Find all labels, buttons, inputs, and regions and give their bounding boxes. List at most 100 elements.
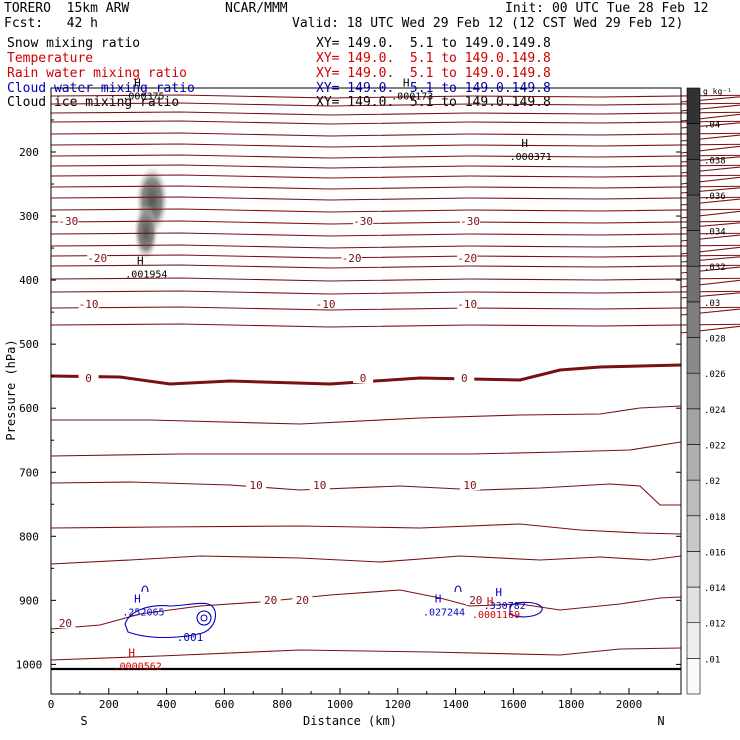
isotherm-label: -10 (457, 298, 477, 311)
colorbar-tick-label: .016 (704, 548, 726, 558)
isotherm-4 (50, 132, 740, 142)
isotherm-0 (50, 94, 740, 103)
isotherm-6 (50, 154, 740, 163)
colorbar-tick-label: .03 (704, 299, 720, 309)
colorbar-cell (686, 658, 701, 695)
y-tick-label: 600 (19, 402, 39, 415)
colorbar-cell (686, 444, 701, 481)
isotherm-label-bg (454, 372, 475, 383)
isotherm-label-bg (457, 298, 478, 309)
x-tick-label: 800 (272, 698, 292, 711)
isotherm-label: -30 (353, 215, 373, 228)
legend-snow-xy: XY= 149.0. 5.1 to 149.0.149.8 (316, 36, 551, 51)
y-tick-label: 400 (19, 274, 39, 287)
extremum-value: .252065 (122, 608, 164, 619)
extremum-symbol: H (134, 593, 141, 606)
isotherm-25 (50, 523, 682, 535)
colorbar-tick-label: .04 (704, 121, 720, 131)
isotherm-17 (50, 277, 740, 288)
snow-blob-lower (134, 204, 158, 260)
isotherm-20 (50, 323, 740, 334)
isotherm-21 (50, 363, 682, 386)
x-tick-label: 1000 (327, 698, 354, 711)
temperature-contours: -30 -30 -30 -20 -20 -20 -10 -10 -10 0 0 0 10 10 10 20 20… (50, 94, 740, 671)
isotherm-24 (50, 481, 681, 506)
legend-snow: Snow mixing ratio (7, 36, 141, 51)
isotherm-label-bg (78, 372, 99, 383)
colorbar-tick-label: .014 (704, 584, 726, 594)
colorbar-cell (686, 586, 701, 624)
legend-rain-xy: XY= 149.0. 5.1 to 149.0.149.8 (316, 66, 551, 81)
legend-rain: Rain water mixing ratio (7, 66, 188, 81)
legend-temperature: Temperature (7, 51, 94, 66)
extremum-symbol: H (521, 137, 528, 150)
legend-cloud-ice: Cloud ice mixing ratio (7, 95, 180, 110)
extremum-value: .0000562 (114, 661, 162, 672)
isotherm-27 (50, 589, 682, 630)
y-tick-label: 800 (19, 530, 39, 543)
isotherm-label-bg (341, 252, 362, 263)
colorbar-cell (686, 230, 701, 267)
isotherm-label-bg (246, 479, 267, 490)
isotherm-label-bg (353, 372, 374, 383)
isotherm-label-bg (58, 215, 79, 226)
y-tick-label: 900 (19, 594, 39, 607)
snow-shading (134, 166, 168, 260)
cloud-water-contour-a (124, 602, 216, 638)
extremum-value: .027244 (423, 608, 465, 619)
colorbar-tick-label: .012 (704, 620, 726, 630)
extremum-symbol: H (435, 593, 442, 606)
extremum-symbol: H (134, 76, 141, 89)
x-tick-label: 1400 (442, 698, 469, 711)
extremum-symbol: H (137, 254, 144, 267)
isotherm-7 (50, 164, 740, 174)
colorbar-cell (686, 479, 701, 517)
extremum-value: .0001169 (472, 610, 520, 621)
colorbar-cell (686, 515, 701, 552)
colorbar-cell (686, 87, 701, 124)
colorbar-tick-label: .02 (704, 477, 720, 487)
isotherm-label: -30 (460, 215, 480, 228)
isotherm-label-bg (309, 479, 330, 490)
isotherm-label-bg (460, 479, 481, 490)
isotherm-14 (50, 244, 740, 255)
isotherm-label: 0 (85, 372, 92, 385)
extremum-value: .000173 (391, 91, 433, 102)
isotherm-label-bg (465, 594, 486, 605)
valid-time: Valid: 18 UTC Wed 29 Feb 12 (12 CST Wed … (292, 16, 684, 31)
colorbar-cell (686, 551, 701, 588)
isotherm-label-bg (55, 617, 76, 628)
isotherm-label: -10 (316, 298, 336, 311)
isotherm-19 (50, 306, 740, 316)
isotherm-label: 10 (313, 479, 326, 492)
center-title: NCAR/MMM (225, 1, 288, 16)
legend-temperature-xy: XY= 149.0. 5.1 to 149.0.149.8 (316, 51, 551, 66)
y-tick-label: 500 (19, 338, 39, 351)
x-end-label-right: N (657, 714, 664, 728)
colorbar-tick-label: .038 (704, 156, 726, 166)
isotherm-label-bg (460, 215, 481, 226)
isotherm-22 (51, 405, 682, 425)
isotherm-label-bg (292, 594, 313, 605)
isotherm-26 (50, 555, 682, 565)
x-axis-label: Distance (km) (303, 714, 397, 728)
colorbar-cell (686, 337, 701, 374)
chart-labels: H .000375 H .000173 H .000371 H .001954 H .252065… (114, 76, 552, 672)
isotherm-13 (50, 232, 740, 242)
colorbar-cell (686, 372, 701, 410)
colorbar-tick-label: .032 (704, 263, 726, 273)
isotherm-label: 0 (461, 372, 468, 385)
colorbar-cell (686, 194, 701, 231)
x-tick-label: 200 (99, 698, 119, 711)
extremum-symbol: H (487, 595, 494, 608)
isotherm-2 (50, 111, 740, 122)
colorbar-tick-label: .034 (704, 228, 726, 238)
isotherm-label-bg (87, 252, 108, 263)
isotherm-18 (50, 290, 740, 299)
colorbar-cell (686, 622, 701, 659)
forecast-hour: Fcst: 42 h (4, 16, 98, 31)
isotherm-label: 20 (469, 594, 482, 607)
isotherm-label: -10 (79, 298, 99, 311)
